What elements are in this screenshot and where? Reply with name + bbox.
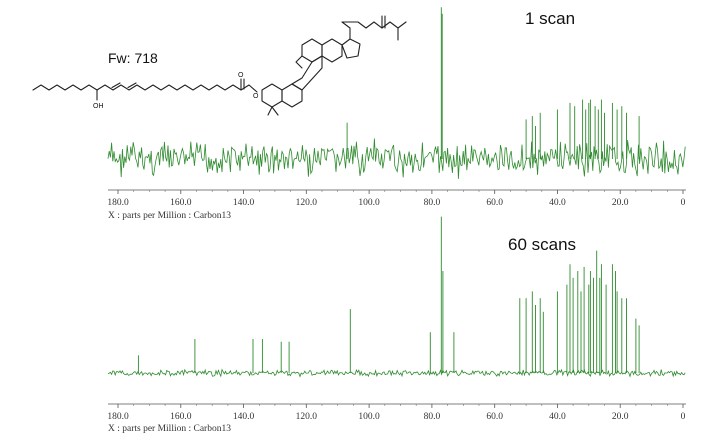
x-tick-label: 180.0 xyxy=(107,198,129,208)
x-tick-label: 0 xyxy=(681,412,686,422)
spectrum-trace-1-scan xyxy=(107,7,686,179)
ring-c2 xyxy=(301,38,323,63)
x-axis-caption: X : parts per Million : Carbon13 xyxy=(108,424,231,434)
x-tick-label: 80.0 xyxy=(424,198,441,208)
x-tick-label: 20.0 xyxy=(612,198,629,208)
fatty-acid-chain xyxy=(32,84,258,93)
x-tick-label: 60.0 xyxy=(486,198,503,208)
ring-d xyxy=(321,38,343,63)
methyl-1 xyxy=(267,106,273,116)
x-tick-label: 40.0 xyxy=(549,412,566,422)
spectrum-trace-60-scans xyxy=(107,216,686,378)
x-tick-label: 40.0 xyxy=(549,198,566,208)
x-tick-label: 60.0 xyxy=(486,412,503,422)
x-tick-label: 160.0 xyxy=(170,412,192,422)
x-tick-label: 120.0 xyxy=(296,198,318,208)
spectrum-panel-60-scans: 180.0 160.0 140.0 120.0 100.0 80.0 60.0 40.0 20.… xyxy=(107,216,686,434)
x-tick-label: 100.0 xyxy=(358,412,380,422)
x-tick-label: 100.0 xyxy=(358,198,380,208)
ester-oxygen-label: O xyxy=(253,93,259,100)
side-chain xyxy=(341,21,407,40)
cyclopropane-ring xyxy=(295,55,303,69)
x-tick-label: 20.0 xyxy=(612,412,629,422)
x-tick-label: 80.0 xyxy=(424,412,441,422)
x-tick-label: 180.0 xyxy=(107,412,129,422)
formula-weight-label: Fw: 718 xyxy=(108,50,158,66)
molecule-structure: Fw: 718 OH O O xyxy=(32,15,407,116)
baseline-noise xyxy=(107,368,686,378)
ring-e xyxy=(341,38,361,59)
x-tick-label: 120.0 xyxy=(296,412,318,422)
double-bond-2 xyxy=(127,82,137,89)
chart-title-1-scan: 1 scan xyxy=(525,9,575,28)
x-tick-label: 160.0 xyxy=(170,198,192,208)
ring-b xyxy=(281,83,303,108)
x-axis-caption: X : parts per Million : Carbon13 xyxy=(108,211,231,221)
x-tick-label: 140.0 xyxy=(233,412,255,422)
hydroxyl-label: OH xyxy=(93,103,104,110)
x-axis-ticks: 180.0 160.0 140.0 120.0 100.0 80.0 60.0 40.0 20.… xyxy=(107,404,686,422)
x-tick-label: 140.0 xyxy=(233,198,255,208)
spectrum-panel-1-scan: 180.0 160.0 140.0 120.0 100.0 80.0 60.0 40.0 20.… xyxy=(107,7,686,221)
chart-title-60-scans: 60 scans xyxy=(508,235,576,254)
carbonyl-oxygen-label: O xyxy=(238,72,244,79)
ring-a xyxy=(261,83,283,108)
x-axis-ticks: 180.0 160.0 140.0 120.0 100.0 80.0 60.0 40.0 20.… xyxy=(107,190,686,208)
double-bond-1 xyxy=(111,82,121,89)
methyl-2 xyxy=(271,106,279,116)
x-tick-label: 0 xyxy=(681,198,686,208)
